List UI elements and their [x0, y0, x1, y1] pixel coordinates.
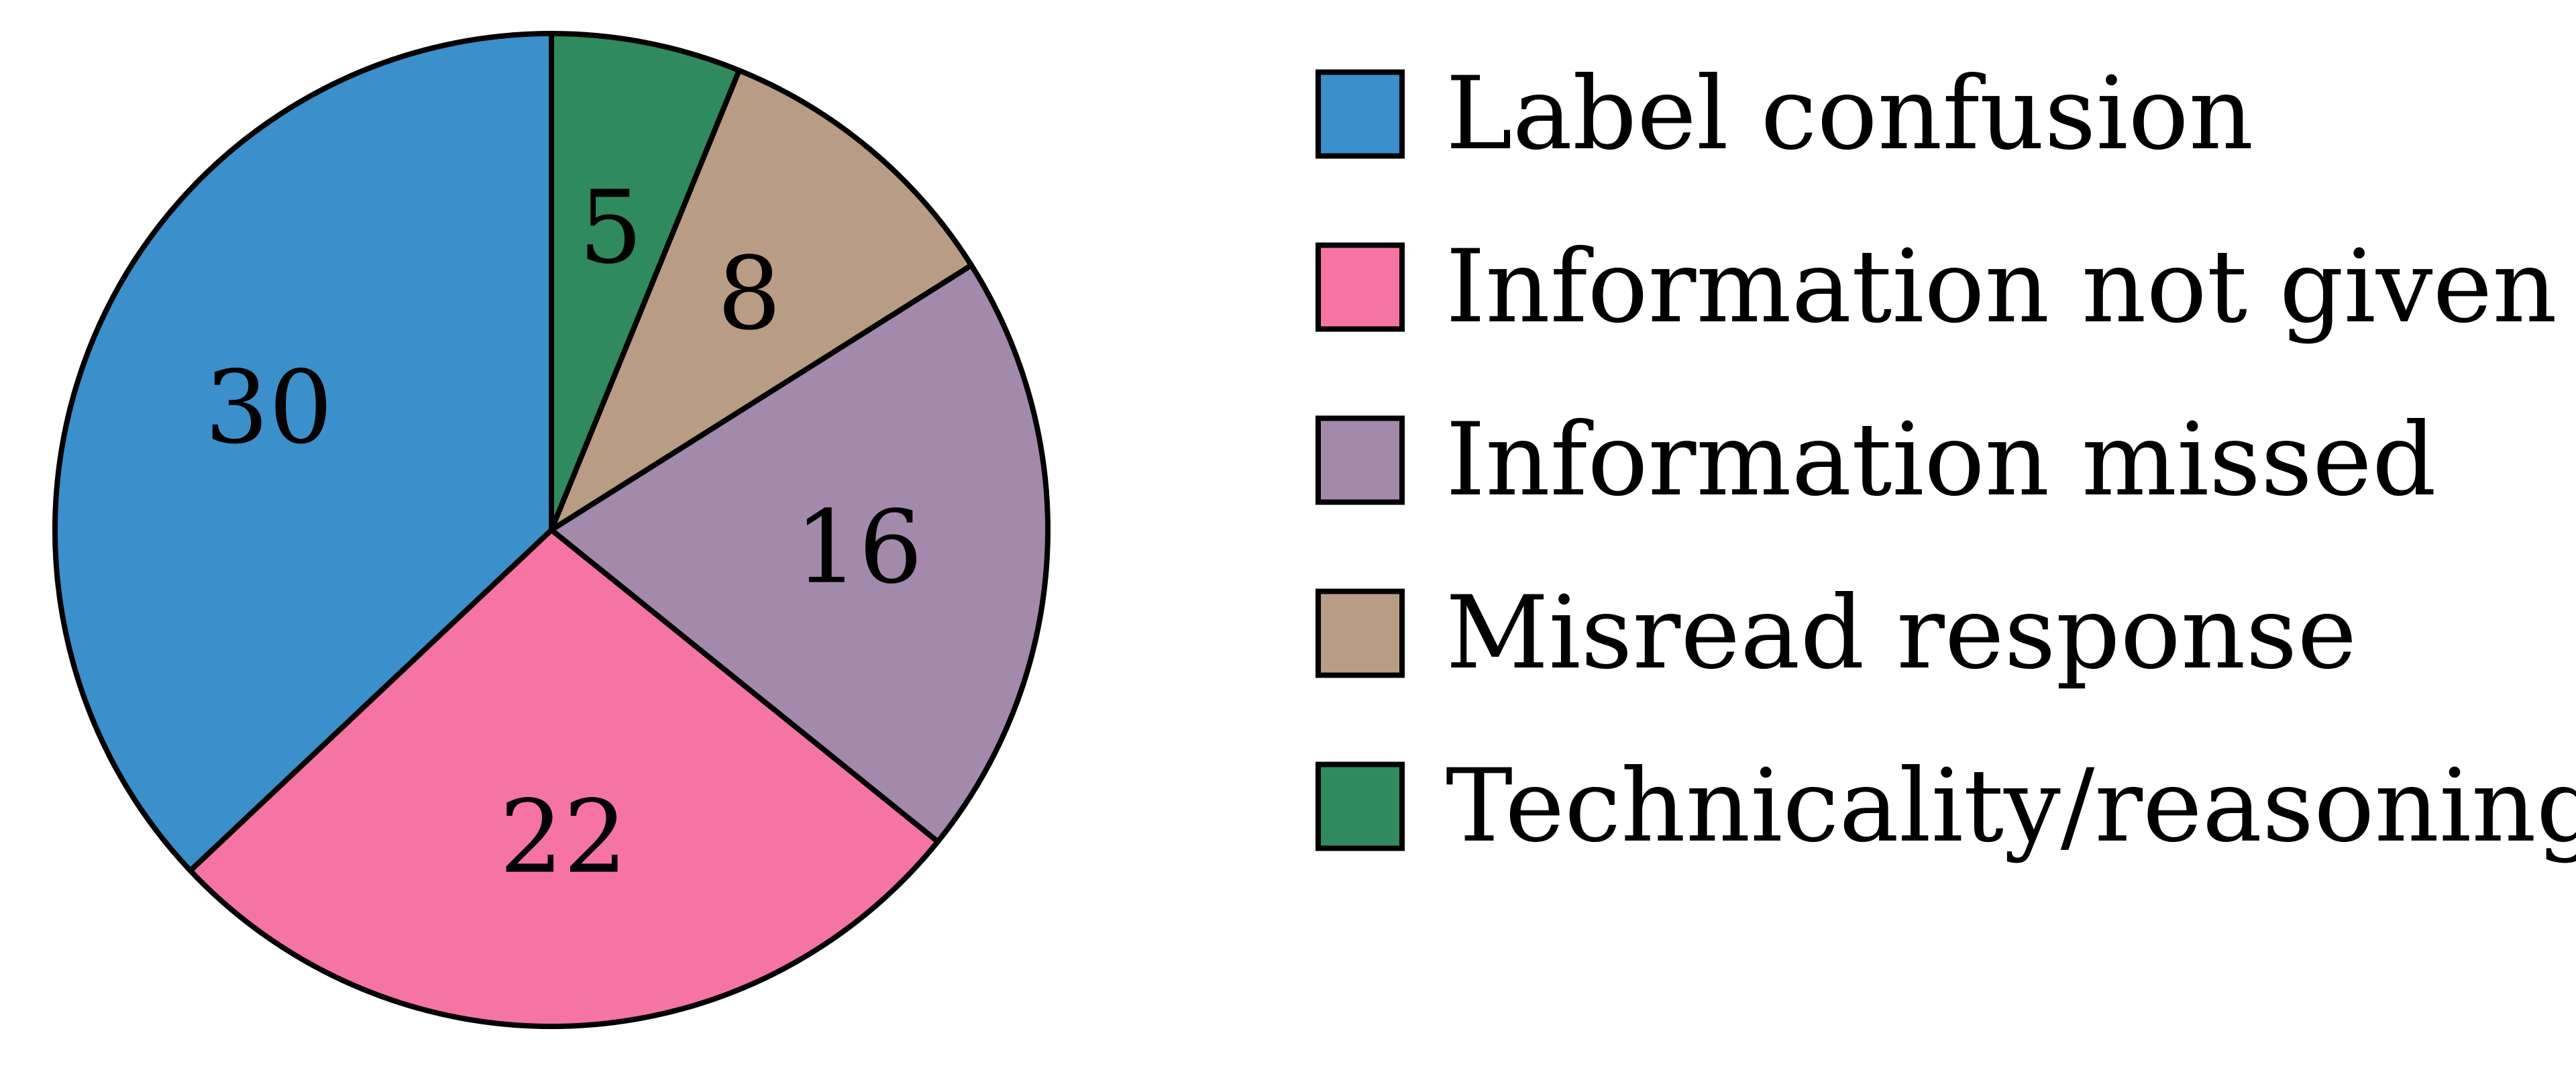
pie-slice-information-missed	[549, 262, 1051, 845]
legend-label: Information missed	[1446, 402, 2436, 519]
legend-item: Misread response	[1316, 575, 2357, 692]
legend-item: Label confusion	[1316, 56, 2253, 172]
pie-slice-misread-response	[549, 67, 975, 533]
legend-item: Technicality/reasoning	[1316, 748, 2576, 865]
pie-slice-label-confusion	[52, 31, 554, 873]
legend-label: Misread response	[1446, 575, 2357, 692]
legend: Label confusion Information not given Info…	[1316, 56, 2576, 865]
pie-slice-value-label: 8	[717, 236, 781, 353]
legend-swatch	[1316, 761, 1405, 851]
pie-slice-value-label: 5	[579, 170, 643, 286]
pie-slice-labels: 58 16 22 30	[205, 170, 922, 896]
pie-slice-value-label: 30	[205, 350, 333, 466]
legend-item: Information missed	[1316, 402, 2436, 519]
legend-item: Information not given	[1316, 229, 2557, 345]
legend-label: Technicality/reasoning	[1446, 748, 2576, 865]
pie-slice-information-not-given	[187, 527, 941, 1029]
legend-label: Information not given	[1446, 229, 2557, 345]
pie-slice-value-label: 22	[499, 779, 627, 896]
legend-label: Label confusion	[1446, 56, 2253, 172]
pie-slices	[52, 31, 1051, 1029]
legend-swatch	[1316, 588, 1405, 678]
legend-swatch	[1316, 415, 1405, 505]
pie-slice-technicality-reasoning	[549, 31, 742, 533]
legend-swatch	[1316, 69, 1405, 159]
pie-slice-value-label: 16	[795, 490, 923, 606]
legend-swatch	[1316, 242, 1405, 332]
